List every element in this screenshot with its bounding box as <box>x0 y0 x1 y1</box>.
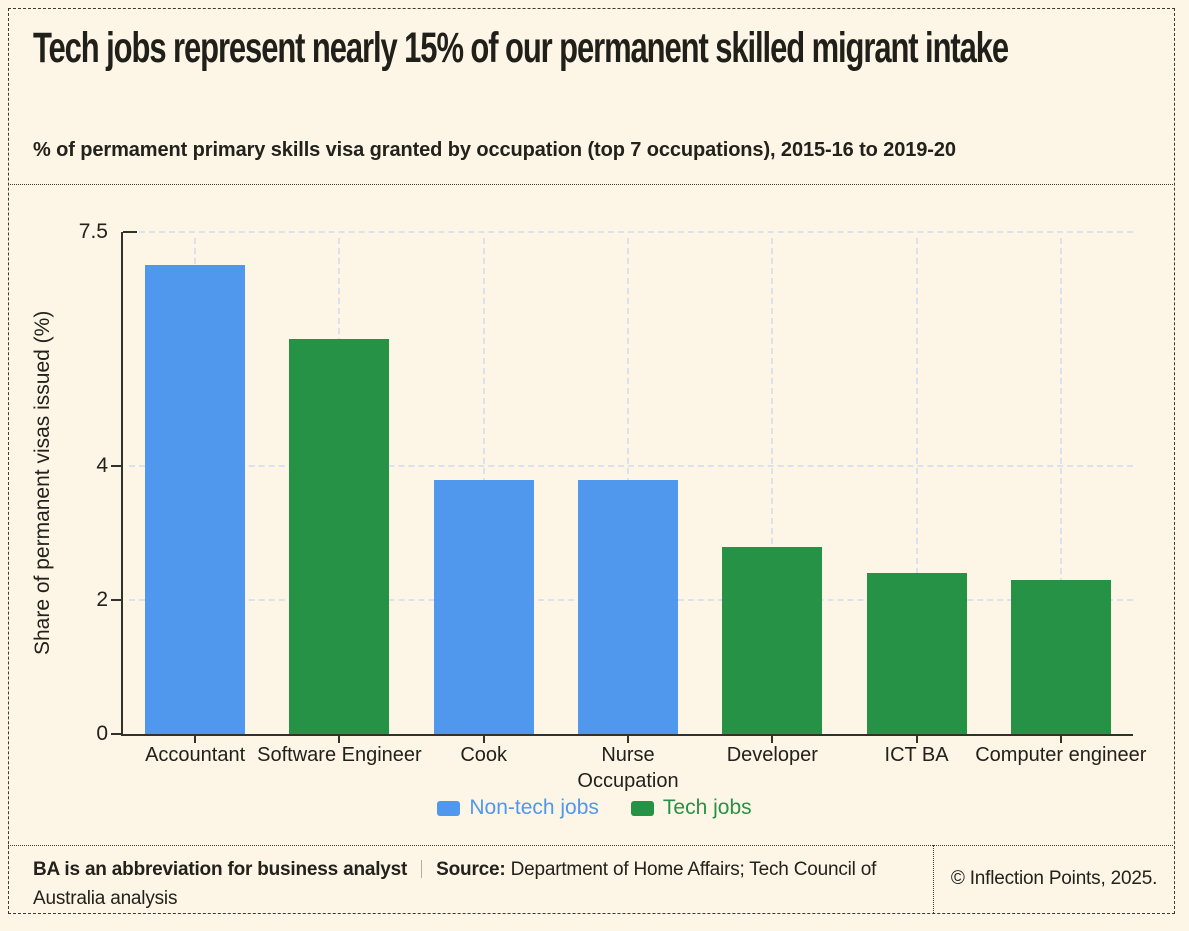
x-gridline <box>771 238 774 734</box>
bar-accountant <box>145 265 246 734</box>
x-tick-mark <box>1059 736 1062 743</box>
legend-label: Tech jobs <box>662 796 752 819</box>
x-tick-mark <box>627 736 629 743</box>
footer-divider <box>8 845 1173 846</box>
y-axis-title: Share of permanent visas issued (%) <box>31 310 54 656</box>
x-gridline <box>915 238 918 734</box>
footer-notes: BA is an abbreviation for business analy… <box>33 856 913 913</box>
legend-item-tech-jobs: Tech jobs <box>630 796 752 820</box>
y-tick-mark <box>111 465 121 468</box>
chart-legend: Non-tech jobs Tech jobs <box>0 796 1189 820</box>
footnote: BA is an abbreviation for business analy… <box>33 859 408 880</box>
x-axis-title: Occupation <box>577 770 679 792</box>
y-tick-label: 4 <box>96 454 108 478</box>
copyright: © Inflection Points, 2025. <box>950 868 1158 889</box>
legend-swatch-tech-jobs <box>630 800 654 816</box>
y-gridline <box>129 465 1133 468</box>
legend-item-non-tech-jobs: Non-tech jobs <box>437 796 599 820</box>
x-gridline <box>1059 238 1062 734</box>
x-tick-label: ICT BA <box>884 744 949 766</box>
y-tick-label: 2 <box>96 588 108 612</box>
footnote-separator <box>421 860 423 878</box>
x-tick-label: Developer <box>726 744 818 766</box>
y-tick-mark <box>111 733 121 735</box>
plot-area <box>121 231 1133 736</box>
footer-vertical-divider <box>933 845 934 913</box>
x-tick-mark <box>482 736 485 743</box>
y-tick-label: 7.5 <box>78 220 108 243</box>
y-axis-top-cap <box>123 231 137 233</box>
legend-swatch-non-tech-jobs <box>437 800 461 816</box>
source-label: Source: <box>436 859 506 880</box>
x-tick-label: Cook <box>460 744 508 766</box>
page-subtitle: % of permament primary skills visa grant… <box>33 139 956 161</box>
x-tick-mark <box>338 736 341 743</box>
x-tick-label: Nurse <box>601 744 655 766</box>
header-divider <box>8 184 1173 185</box>
bar-software-engineer <box>289 339 390 734</box>
legend-label: Non-tech jobs <box>469 796 599 819</box>
bar-computer-engineer <box>1010 580 1111 734</box>
source-text: Department of Home Affairs; Tech Council… <box>33 859 877 909</box>
bar-developer <box>722 546 823 734</box>
y-tick-label: 0 <box>96 722 108 745</box>
x-tick-label: Computer engineer <box>975 744 1147 766</box>
y-gridline <box>129 231 1133 233</box>
x-tick-mark <box>771 736 774 743</box>
x-tick-mark <box>194 736 197 743</box>
x-tick-mark <box>915 736 918 743</box>
x-tick-label: Software Engineer <box>257 744 422 766</box>
x-tick-label: Accountant <box>145 744 246 766</box>
y-tick-mark <box>111 599 121 602</box>
bar-cook <box>433 479 534 734</box>
bar-ict-ba <box>866 573 967 734</box>
page-title: Tech jobs represent nearly 15% of our pe… <box>33 24 1009 72</box>
bar-nurse <box>578 479 678 734</box>
